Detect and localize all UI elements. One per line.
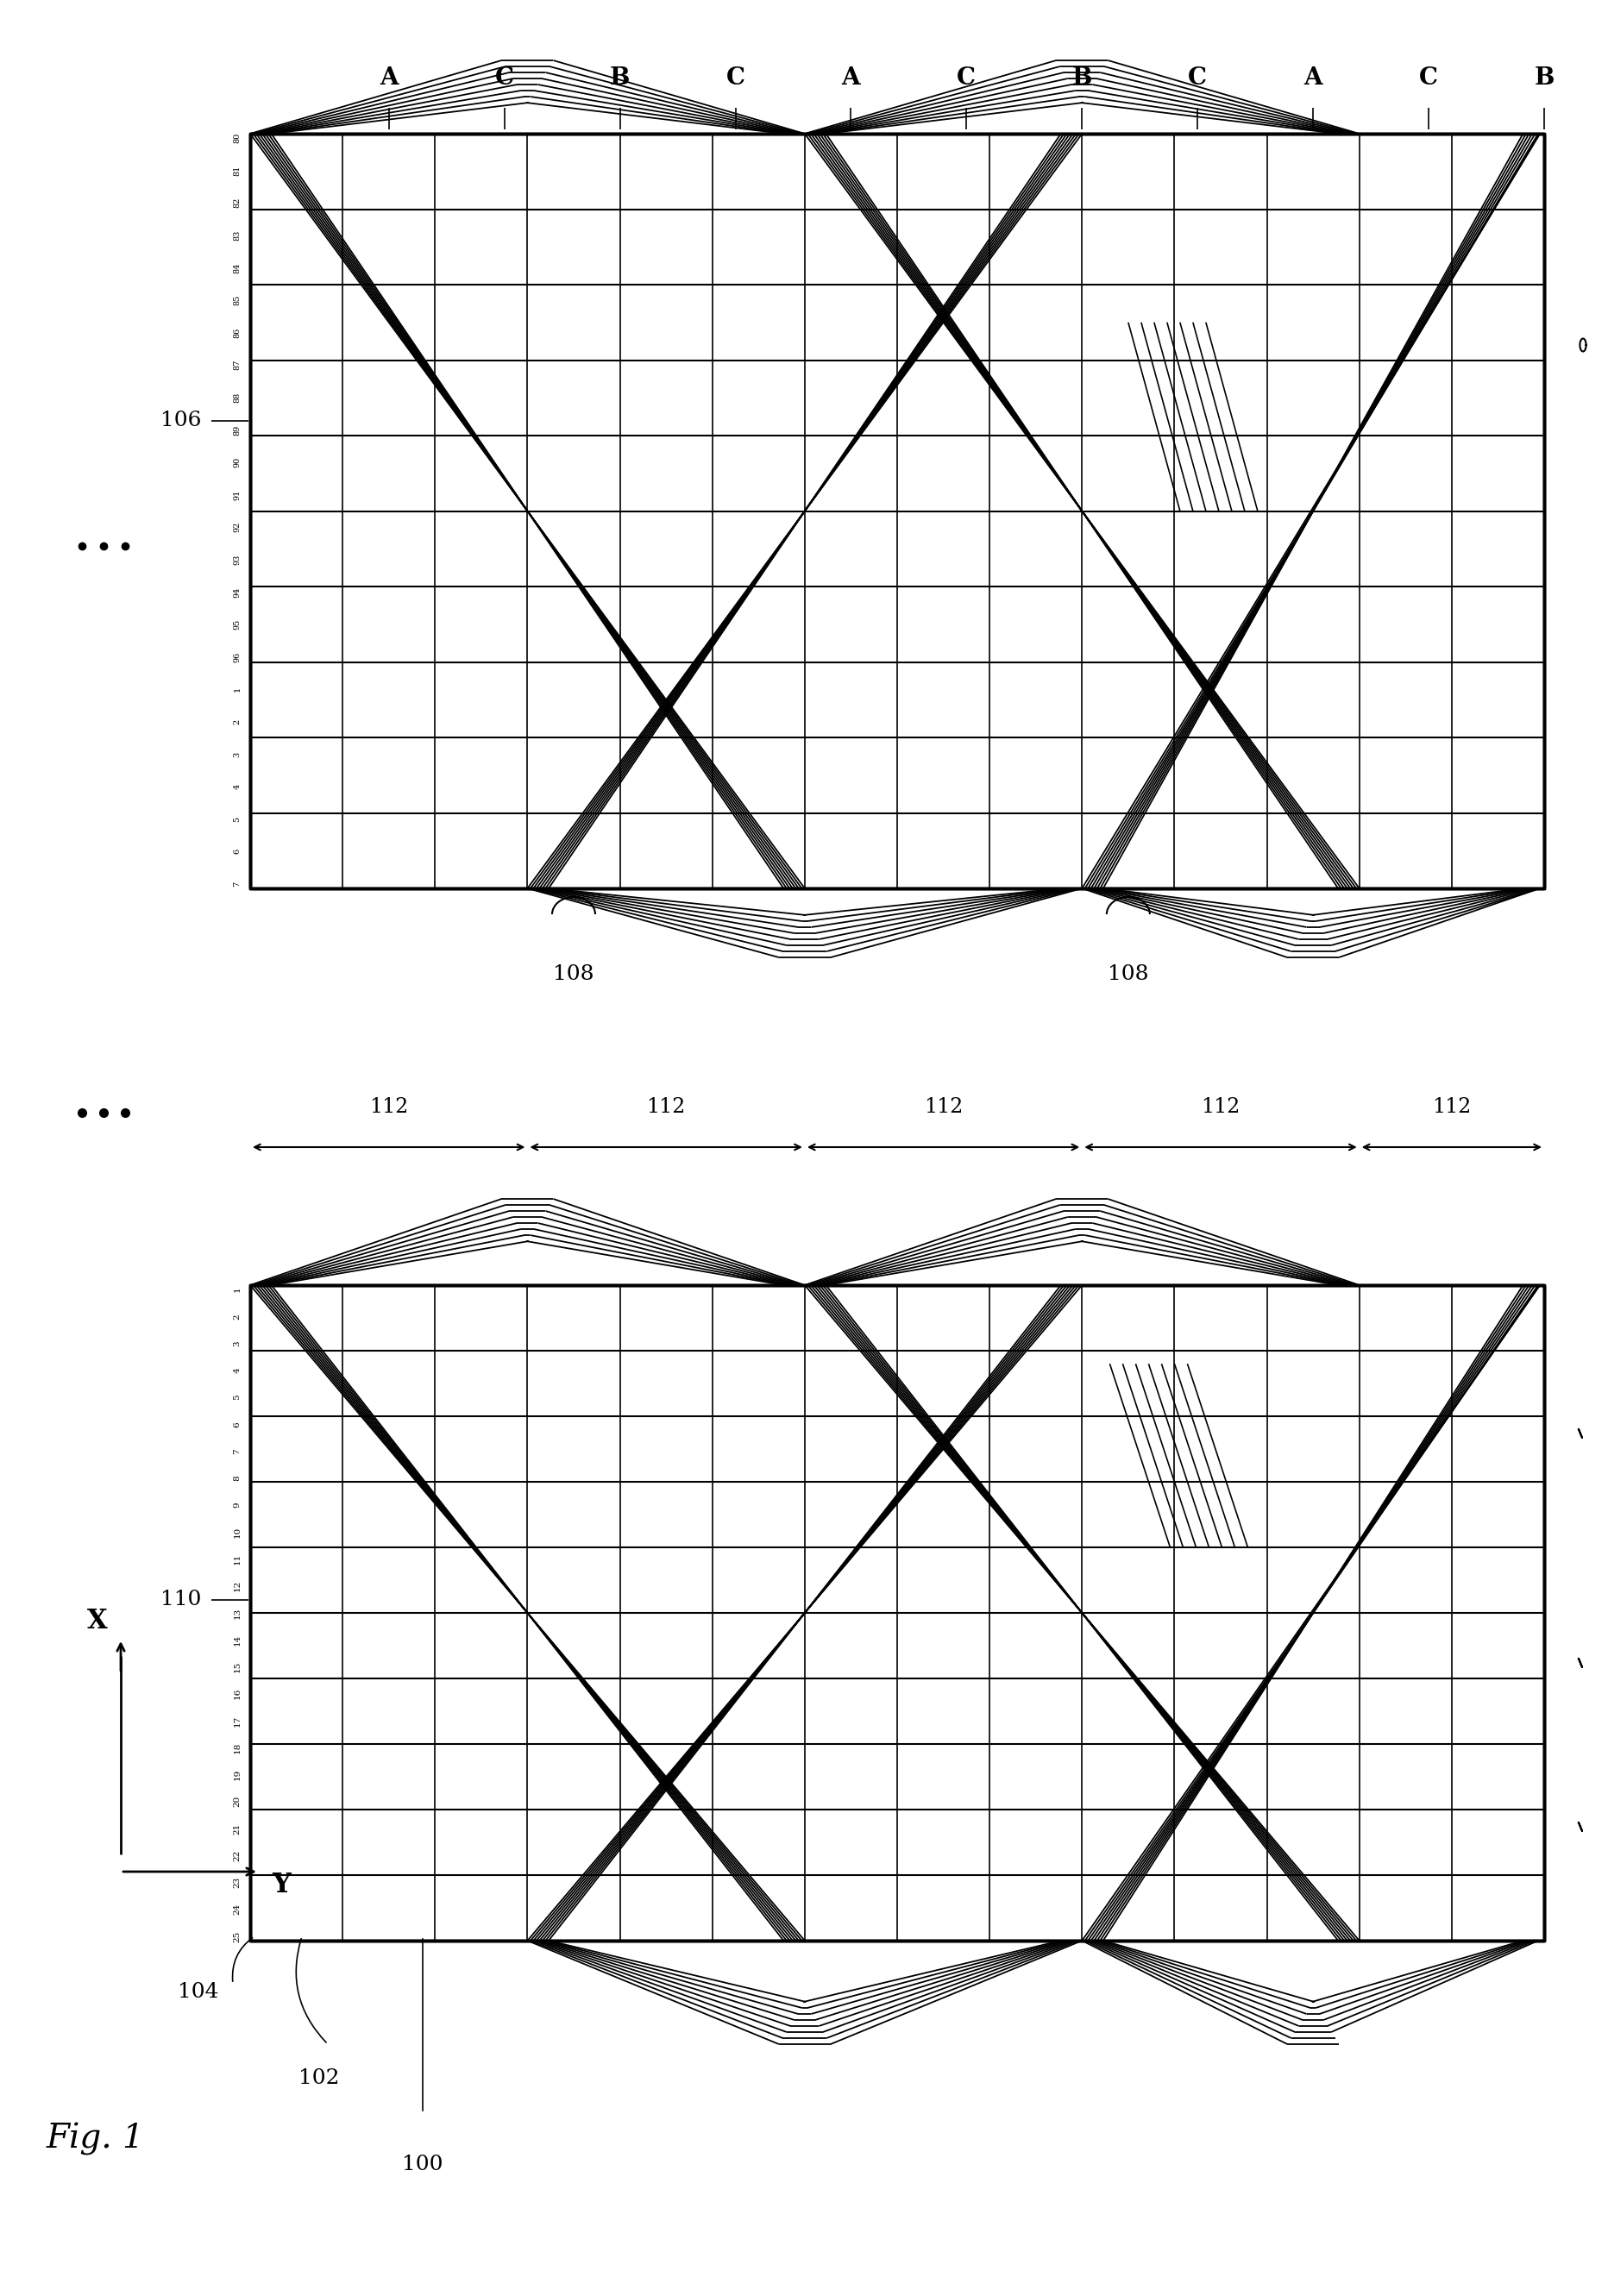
- Text: 7: 7: [233, 882, 241, 886]
- Text: 18: 18: [233, 1743, 241, 1754]
- Text: Fig. 1: Fig. 1: [45, 2122, 143, 2156]
- Text: 108: 108: [1108, 964, 1148, 985]
- Text: 81: 81: [233, 165, 241, 177]
- Text: C: C: [495, 67, 513, 90]
- Text: 1: 1: [233, 687, 241, 691]
- Text: 84: 84: [233, 262, 241, 273]
- Text: 9: 9: [233, 1502, 241, 1508]
- Text: 2: 2: [233, 719, 241, 726]
- Text: 10: 10: [233, 1527, 241, 1538]
- Text: 4: 4: [233, 1368, 241, 1373]
- Text: 112: 112: [1201, 1097, 1240, 1116]
- Text: 13: 13: [233, 1607, 241, 1619]
- Text: 88: 88: [233, 393, 241, 402]
- Text: C: C: [1418, 67, 1438, 90]
- Text: 94: 94: [233, 588, 241, 597]
- Text: 96: 96: [233, 652, 241, 661]
- Text: 85: 85: [233, 294, 241, 305]
- Text: 23: 23: [233, 1876, 241, 1887]
- Text: B: B: [609, 67, 630, 90]
- Text: 6: 6: [233, 1421, 241, 1428]
- Text: 104: 104: [178, 1981, 219, 2002]
- Text: 2: 2: [233, 1313, 241, 1320]
- Text: 1: 1: [233, 1286, 241, 1293]
- Text: 4: 4: [233, 783, 241, 790]
- Text: 106: 106: [161, 411, 201, 429]
- Text: 112: 112: [923, 1097, 963, 1116]
- Text: A: A: [841, 67, 860, 90]
- Text: 15: 15: [233, 1660, 241, 1671]
- Text: 5: 5: [233, 817, 241, 822]
- Text: 22: 22: [233, 1851, 241, 1862]
- Text: B: B: [1071, 67, 1092, 90]
- Text: 95: 95: [233, 620, 241, 629]
- Text: C: C: [957, 67, 976, 90]
- Text: 21: 21: [233, 1823, 241, 1835]
- Text: 5: 5: [233, 1394, 241, 1401]
- Text: C: C: [725, 67, 745, 90]
- Text: 93: 93: [233, 553, 241, 565]
- Text: A: A: [1302, 67, 1322, 90]
- Text: 87: 87: [233, 360, 241, 370]
- Text: 112: 112: [646, 1097, 685, 1116]
- Text: 16: 16: [233, 1688, 241, 1699]
- Text: 92: 92: [233, 521, 241, 533]
- Text: 83: 83: [233, 230, 241, 241]
- Text: 12: 12: [233, 1580, 241, 1591]
- Text: X: X: [87, 1607, 108, 1635]
- Text: 19: 19: [233, 1768, 241, 1779]
- Text: 24: 24: [233, 1903, 241, 1915]
- Text: 91: 91: [233, 489, 241, 501]
- Text: 3: 3: [233, 1341, 241, 1345]
- Text: 14: 14: [233, 1635, 241, 1646]
- Text: 17: 17: [233, 1715, 241, 1727]
- Text: 3: 3: [233, 751, 241, 758]
- Text: A: A: [379, 67, 397, 90]
- Text: 108: 108: [553, 964, 593, 985]
- Text: 86: 86: [233, 328, 241, 338]
- Text: 20: 20: [233, 1795, 241, 1807]
- Text: 7: 7: [233, 1449, 241, 1453]
- Text: 100: 100: [402, 2156, 442, 2174]
- Text: 80: 80: [233, 133, 241, 142]
- Text: B: B: [1534, 67, 1553, 90]
- Text: 82: 82: [233, 197, 241, 209]
- Text: 112: 112: [370, 1097, 408, 1116]
- Bar: [249, 1286, 1544, 1940]
- Text: Y: Y: [272, 1871, 291, 1899]
- Text: 8: 8: [233, 1476, 241, 1481]
- Text: C: C: [1187, 67, 1206, 90]
- Text: 11: 11: [233, 1554, 241, 1564]
- Text: 89: 89: [233, 425, 241, 436]
- Text: 90: 90: [233, 457, 241, 468]
- Text: 112: 112: [1431, 1097, 1471, 1116]
- Text: 110: 110: [161, 1589, 201, 1609]
- Text: 6: 6: [233, 850, 241, 854]
- Text: 102: 102: [299, 2069, 339, 2089]
- Text: 25: 25: [233, 1931, 241, 1942]
- Bar: [249, 133, 1544, 889]
